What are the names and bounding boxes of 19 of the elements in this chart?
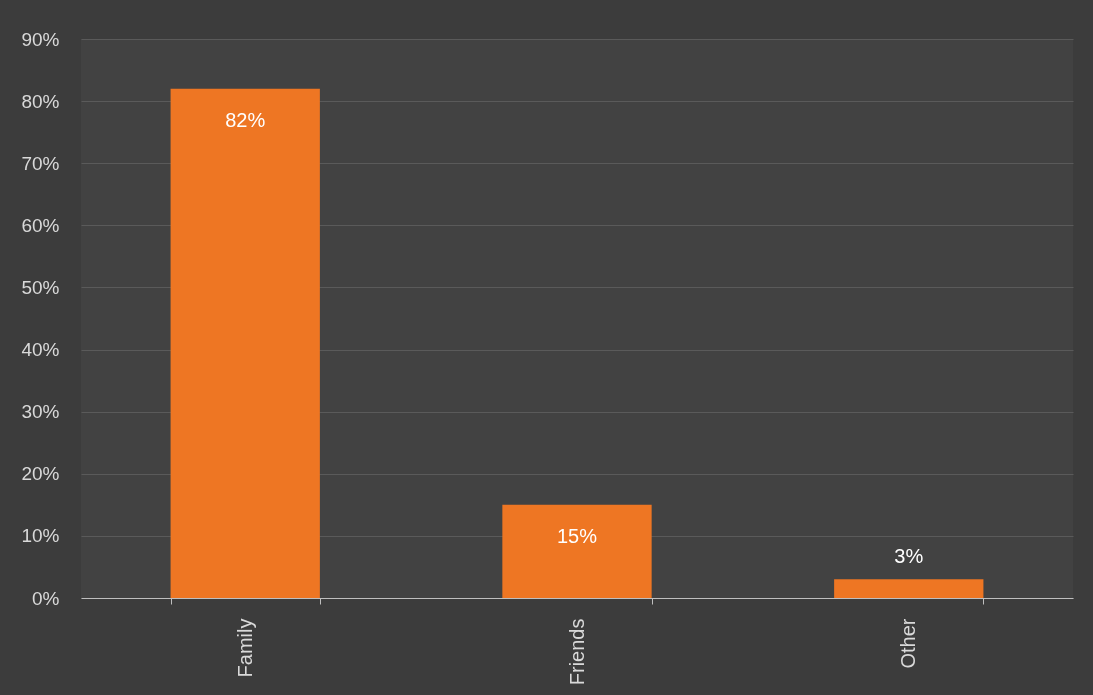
bar — [170, 88, 320, 598]
bar — [502, 504, 652, 598]
data-label: 3% — [894, 545, 924, 568]
x-tick-label: Other — [897, 618, 920, 669]
y-tick-label: 90% — [21, 28, 60, 50]
x-tick-label: Friends — [565, 618, 588, 686]
data-label: 15% — [556, 524, 598, 547]
y-tick-label: 10% — [21, 525, 60, 547]
y-tick-label: 50% — [21, 276, 60, 298]
y-tick-label: 0% — [32, 587, 60, 609]
y-tick-label: 40% — [21, 339, 60, 361]
bar — [834, 579, 984, 598]
x-tick-label: Family — [233, 618, 256, 678]
y-tick-label: 70% — [21, 152, 60, 174]
y-tick-label: 20% — [21, 463, 60, 485]
data-label: 82% — [225, 108, 266, 131]
y-tick-label: 30% — [21, 401, 60, 423]
y-tick-label: 80% — [21, 90, 60, 112]
y-tick-label: 60% — [21, 214, 60, 236]
